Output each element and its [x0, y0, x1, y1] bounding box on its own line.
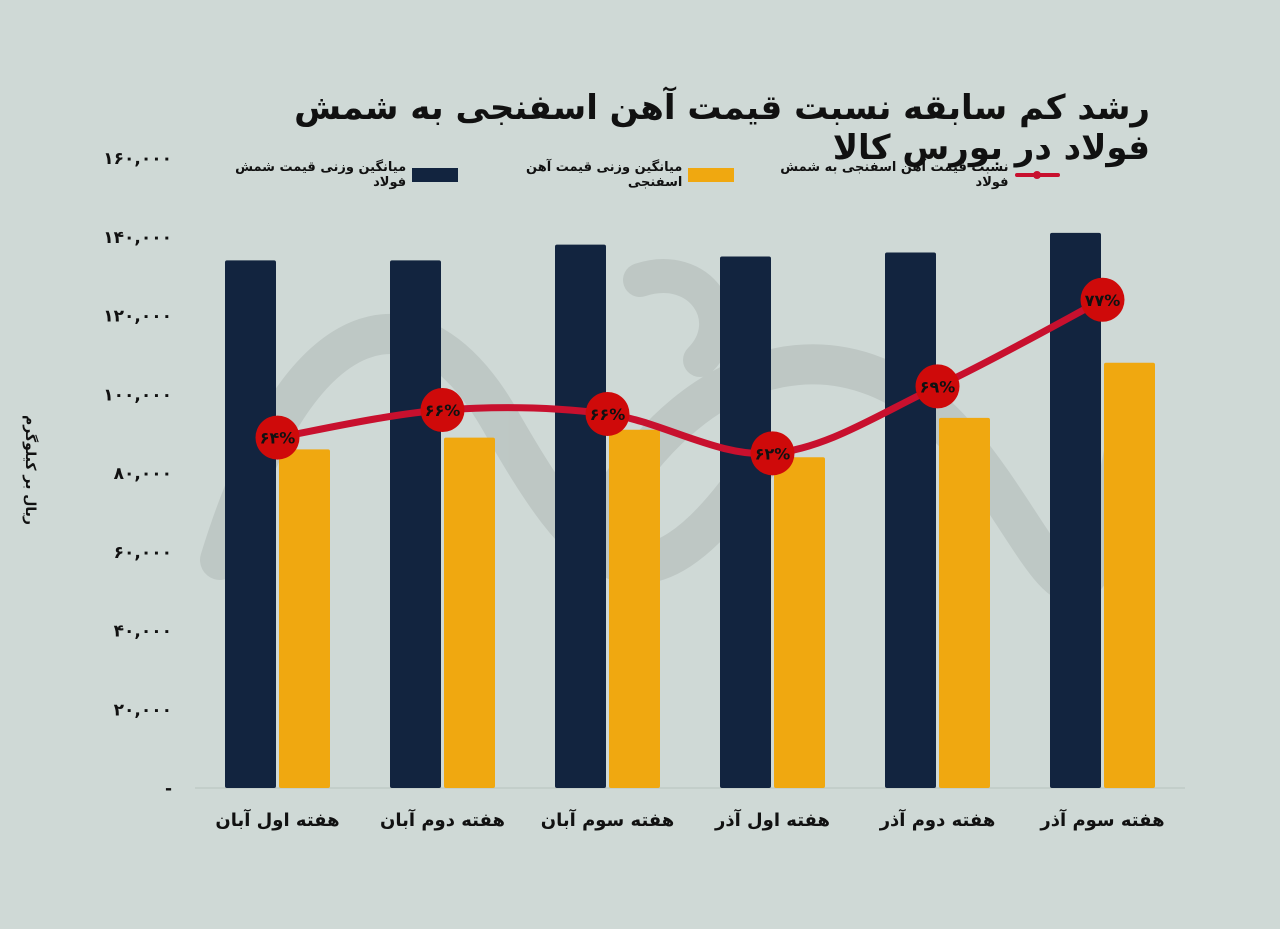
bars-group: هفته اول آبان هفته دوم آبان هفته سوم آبان ه… — [215, 232, 1165, 831]
x-tick-label: هفته سوم آذر — [1039, 808, 1164, 831]
y-tick-label: ۱۶۰,۰۰۰ — [103, 149, 172, 169]
y-tick-label: ۱۲۰,۰۰۰ — [103, 307, 172, 327]
y-axis-label: ریال بر کیلوگرم — [22, 415, 38, 525]
ratio-point — [1080, 277, 1125, 322]
legend-item-steel-billet: میانگین وزنی قیمت شمش فولاد — [200, 160, 458, 190]
y-tick-label: - — [165, 779, 172, 799]
bar-sponge-iron — [774, 457, 825, 788]
x-tick-label: هفته دوم آبان — [380, 808, 505, 831]
chart-title: رشد کم سابقه نسبت قیمت آهن اسفنجی به شمش… — [294, 88, 1150, 168]
legend-item-sponge-iron: میانگین وزنی قیمت آهن اسفنجی — [470, 160, 734, 190]
y-tick-label: ۶۰,۰۰۰ — [114, 543, 172, 563]
ratio-data-label: ۶۶% — [425, 401, 461, 420]
legend-label-ratio: نسبت قیمت آهن اسفنجی به شمش فولاد — [780, 160, 1009, 190]
legend-item-ratio: نسبت قیمت آهن اسفنجی به شمش فولاد — [746, 160, 1061, 190]
legend: میانگین وزنی قیمت شمش فولاد میانگین وزنی… — [200, 160, 1061, 190]
ratio-line-group: ۶۴% ۶۶% ۶۶% ۶۲% ۶۹% ۷۷% — [255, 277, 1125, 476]
x-tick-label: هفته اول آذر — [714, 808, 830, 831]
bar-steel-billet — [390, 260, 441, 788]
bar-sponge-iron — [444, 437, 495, 788]
bar-sponge-iron — [939, 417, 990, 788]
ratio-point — [750, 431, 795, 476]
ratio-data-label: ۶۶% — [590, 405, 626, 424]
axes-group: - ۲۰,۰۰۰ ۴۰,۰۰۰ ۶۰,۰۰۰ ۸۰,۰۰۰ ۱۰۰,۰۰۰ ۱۲۰,۰۰۰ ۱… — [103, 149, 1185, 799]
x-tick-label: هفته سوم آبان — [541, 808, 674, 831]
ratio-point — [255, 415, 300, 460]
ratio-point — [585, 391, 630, 436]
bar-steel-billet — [1050, 232, 1101, 788]
bar-steel-billet — [225, 260, 276, 788]
legend-swatch-steel-billet — [412, 168, 458, 182]
legend-label-steel-billet: میانگین وزنی قیمت شمش فولاد — [235, 160, 407, 190]
ratio-data-label: ۶۴% — [260, 429, 296, 448]
legend-swatch-ratio — [1014, 168, 1061, 182]
ratio-point — [420, 388, 465, 432]
bar-steel-billet — [885, 252, 936, 788]
y-tick-label: ۴۰,۰۰۰ — [114, 622, 172, 642]
x-tick-label: هفته اول آبان — [215, 808, 339, 831]
bar-sponge-iron — [609, 429, 660, 788]
bar-steel-billet — [555, 244, 606, 788]
ratio-data-label: ۶۹% — [920, 377, 956, 396]
bar-sponge-iron — [279, 449, 330, 788]
legend-label-sponge-iron: میانگین وزنی قیمت آهن اسفنجی — [526, 160, 683, 190]
y-tick-label: ۸۰,۰۰۰ — [114, 464, 172, 484]
x-tick-label: هفته دوم آذر — [879, 808, 996, 831]
bar-steel-billet — [720, 256, 771, 788]
y-tick-label: ۲۰,۰۰۰ — [114, 700, 172, 720]
legend-swatch-sponge-iron — [688, 168, 734, 182]
ratio-data-label: ۷۷% — [1085, 291, 1121, 310]
ratio-data-label: ۶۲% — [755, 444, 791, 463]
y-tick-label: ۱۴۰,۰۰۰ — [103, 228, 172, 248]
y-tick-label: ۱۰۰,۰۰۰ — [103, 385, 172, 405]
bar-sponge-iron — [1104, 362, 1155, 788]
ratio-point — [915, 364, 960, 409]
